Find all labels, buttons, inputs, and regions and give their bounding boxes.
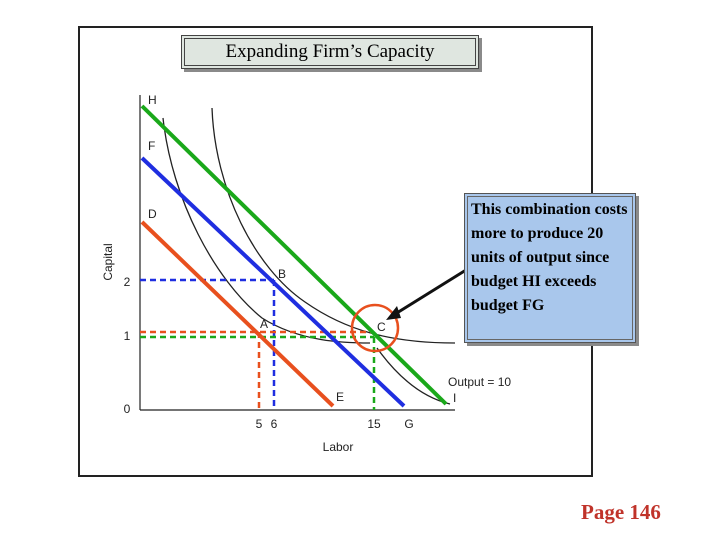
- x-tick-label: 5: [256, 417, 263, 431]
- point-label-a: A: [260, 317, 268, 331]
- y-tick-label: 1: [124, 329, 131, 343]
- intercept-label-f: F: [148, 139, 155, 153]
- title-box: Expanding Firm’s Capacity: [181, 35, 479, 69]
- budget-line-hi: [140, 104, 448, 406]
- point-label-c: C: [377, 320, 386, 334]
- y-tick-label: 2: [124, 275, 131, 289]
- page-number: Page 146: [581, 500, 661, 524]
- intercept-label-e: E: [336, 390, 344, 404]
- highlight-circle-c: [350, 303, 400, 353]
- x-tick-label: 15: [367, 417, 381, 431]
- y-tick-label: 0: [124, 402, 131, 416]
- intercept-label-g: G: [404, 417, 413, 431]
- budget-line-de: [140, 220, 335, 408]
- slide-title: Expanding Firm’s Capacity: [225, 41, 435, 62]
- callout-box: This combination costs more to produce 2…: [464, 193, 636, 343]
- callout-text: This combination costs more to produce 2…: [471, 201, 628, 314]
- intercept-label-i: I: [453, 391, 456, 405]
- intercept-label-h: H: [148, 93, 157, 107]
- isoquant-curve-outer: [211, 107, 456, 344]
- point-label-b: B: [278, 267, 286, 281]
- isoquant-label: Output = 10: [448, 375, 511, 389]
- x-tick-label: 6: [271, 417, 278, 431]
- y-axis-label: Capital: [101, 243, 115, 280]
- callout-arrow-line: [391, 268, 467, 318]
- x-axis-label: Labor: [323, 440, 354, 454]
- budget-line-fg: [140, 156, 406, 408]
- callout-arrow-head: [386, 306, 401, 320]
- intercept-label-d: D: [148, 207, 157, 221]
